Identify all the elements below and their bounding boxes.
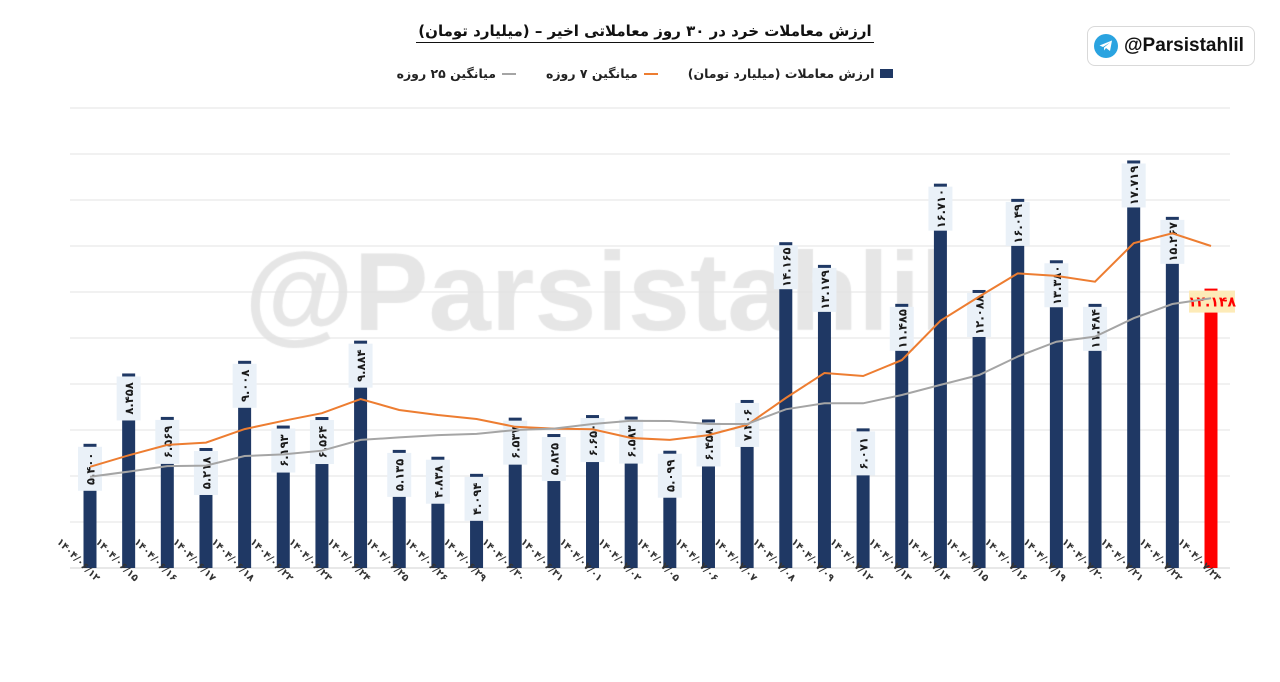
data-label: ۵.۱۳۵ [393,459,407,491]
data-label-box [928,186,953,231]
data-label-box [155,419,180,464]
bar [1127,160,1141,568]
legend-label: ارزش معاملات (میلیارد تومان) [687,66,875,81]
ma7-line [89,232,1212,468]
data-label: ۹.۸۸۴ [354,349,368,381]
data-label-box [889,306,914,351]
bar [354,340,368,568]
legend-item-ma25: میانگین ۲۵ روزه [397,66,516,81]
data-label-box [1044,263,1069,308]
data-label: ۱۱.۴۸۵ [895,309,909,348]
data-label-box [464,476,489,521]
brand-badge[interactable]: @Parsistahlil [1087,26,1255,66]
data-label: ۱۴.۱۶۵ [779,247,793,286]
data-label-box [619,419,644,464]
data-label-box [271,428,296,473]
data-label-box [425,459,450,504]
legend-swatch-ma7 [643,72,658,75]
data-label-box [812,267,837,312]
bar [817,264,831,568]
data-label-box [1083,306,1108,351]
data-label-box [193,450,218,495]
data-label-box [541,437,566,482]
data-label-box [773,245,798,290]
data-label: ۶.۵۸۳ [625,425,639,457]
data-label: ۵.۰۹۹ [663,459,677,491]
data-label-box [696,422,721,467]
data-label-box [348,343,373,388]
data-label: ۱۲.۰۸۸ [973,295,987,334]
data-label-box [232,363,257,408]
bar [895,303,909,568]
data-label-box [1121,163,1146,208]
bar [1049,260,1063,568]
telegram-icon [1094,34,1118,58]
data-label: ۱۵.۲۶۷ [1166,222,1180,261]
data-label: ۶.۵۶۹ [161,426,175,458]
data-label: ۵.۸۲۵ [547,443,561,475]
data-label: ۱۱.۴۸۴ [1089,309,1103,348]
data-label: ۹.۰۰۸ [238,370,252,402]
data-label-box [116,376,141,421]
legend-item-ma7: میانگین ۷ روزه [546,66,658,81]
legend-label: میانگین ۷ روزه [545,66,638,81]
bar [1204,288,1218,568]
legend-label: میانگین ۲۵ روزه [396,66,496,81]
data-label: ۱۲.۱۴۸ [1188,295,1236,311]
legend-swatch-ma25 [501,72,516,75]
legend: ارزش معاملات (میلیارد تومان) میانگین ۷ ر… [0,66,1280,81]
data-label: ۱۳.۱۷۹ [818,270,832,309]
legend-item-bar: ارزش معاملات (میلیارد تومان) [688,66,894,81]
data-label: ۱۶.۰۴۹ [1011,204,1025,243]
chart-title-text: ارزش معاملات خرد در ۳۰ روز معاملاتی اخیر… [416,22,874,43]
data-label-box [1189,290,1235,313]
data-label: ۶.۰۷۱ [857,437,871,469]
data-label: ۴.۸۳۸ [431,465,445,497]
data-label: ۱۳.۳۸۰ [1050,266,1064,305]
data-label: ۸.۴۵۸ [122,382,136,414]
bar [972,289,986,568]
data-label-box [387,452,412,497]
bar [1088,303,1102,568]
brand-handle: @Parsistahlil [1124,35,1244,56]
data-label: ۴.۰۹۴ [470,483,484,515]
bar [933,183,947,569]
data-label-box [309,420,334,465]
data-label-box [1160,219,1185,264]
data-label: ۵.۴۰۰ [84,453,98,485]
data-label-box [851,431,876,476]
data-label: ۶.۵۳۷ [509,426,523,458]
bar [1165,216,1179,568]
data-label: ۶.۵۶۴ [315,426,329,458]
data-label: ۵.۲۱۸ [199,457,213,489]
bar [779,242,793,568]
data-label: ۶.۱۹۳ [277,434,291,466]
data-label: ۶.۶۵۰ [586,424,600,456]
data-label-box [78,446,102,491]
data-label-box [657,453,682,498]
ma25-line [89,297,1212,478]
data-label: ۱۶.۷۱۰ [934,189,948,228]
bar [238,360,252,568]
data-label-box [1005,201,1030,246]
bar [1011,198,1025,569]
legend-swatch-bar [880,69,894,78]
data-label-box [967,292,992,337]
chart-title: ارزش معاملات خرد در ۳۰ روز معاملاتی اخیر… [0,22,1280,43]
data-label: ۱۷.۷۱۹ [1127,166,1141,205]
